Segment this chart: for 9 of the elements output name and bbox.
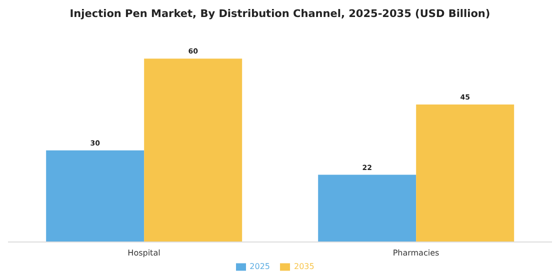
bar xyxy=(416,104,514,242)
bar xyxy=(318,174,416,242)
bar xyxy=(46,150,144,242)
chart-title: Injection Pen Market, By Distribution Channel, 2025-2035 (USD Billion) xyxy=(68,8,492,22)
bar xyxy=(144,58,242,242)
x-tick-label: Hospital xyxy=(128,248,160,258)
legend-label: 2035 xyxy=(294,262,314,272)
x-tick-label: Pharmacies xyxy=(392,248,440,258)
legend-label: 2025 xyxy=(250,262,270,272)
